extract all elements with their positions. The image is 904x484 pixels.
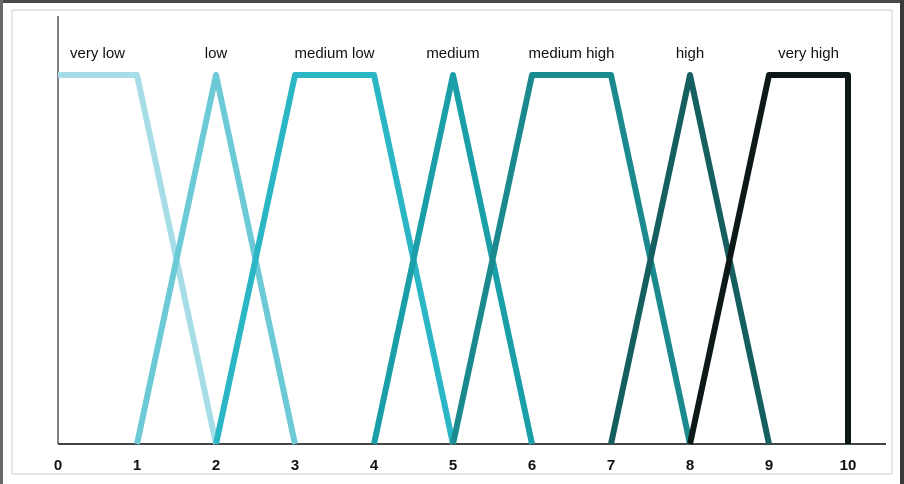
series-line-very-high — [687, 72, 851, 445]
x-tick-label-9: 9 — [765, 457, 773, 474]
series-labels: very low low medium low medium medium high hi… — [70, 45, 839, 62]
series-line-very-low — [58, 72, 219, 445]
x-tick-label-8: 8 — [686, 457, 694, 474]
x-tick-label-1: 1 — [133, 457, 141, 474]
series-line-low — [134, 72, 298, 445]
series-line-high — [608, 72, 772, 445]
series-label-medium: medium — [426, 45, 479, 62]
x-tick-label-0: 0 — [54, 457, 62, 474]
x-tick-labels: 0 1 2 3 4 5 6 7 8 9 10 — [54, 457, 857, 474]
x-tick-label-3: 3 — [291, 457, 299, 474]
x-tick-label-4: 4 — [370, 457, 379, 474]
series-label-low: low — [205, 45, 228, 62]
series-line-medium — [371, 72, 535, 445]
x-tick-label-7: 7 — [607, 457, 615, 474]
plot-area: very low low medium low medium medium high hi… — [54, 16, 886, 474]
page-border-right — [900, 0, 904, 484]
series-label-medium-high: medium high — [529, 45, 615, 62]
series-label-high: high — [676, 45, 704, 62]
x-tick-label-2: 2 — [212, 457, 220, 474]
series-label-very-high: very high — [778, 45, 839, 62]
page-border-top — [0, 0, 904, 3]
x-tick-label-10: 10 — [840, 457, 857, 474]
page-border-left — [0, 0, 3, 484]
x-tick-label-6: 6 — [528, 457, 536, 474]
series-group — [58, 72, 851, 445]
x-tick-label-5: 5 — [449, 457, 457, 474]
series-label-medium-low: medium low — [294, 45, 374, 62]
series-label-very-low: very low — [70, 45, 125, 62]
